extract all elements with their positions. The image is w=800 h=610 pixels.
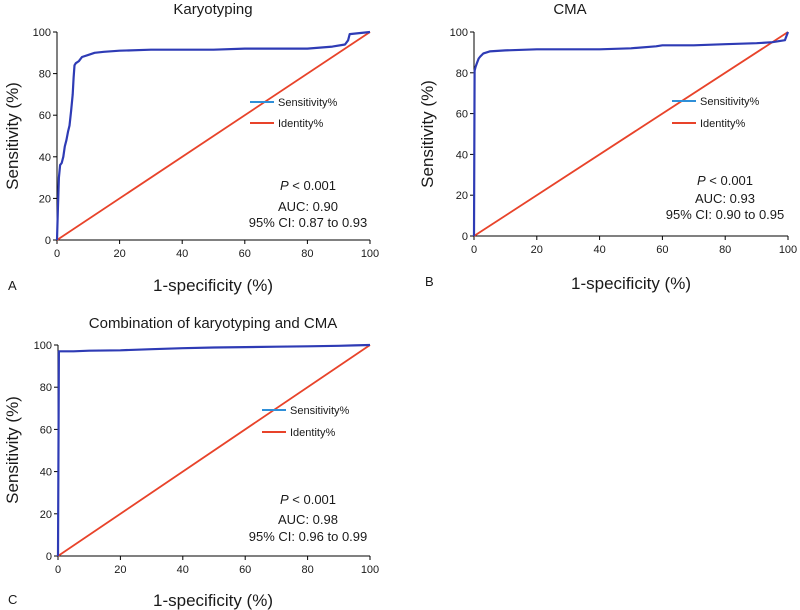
panel-letter: B	[425, 274, 434, 289]
chart-title: Karyotyping	[173, 1, 252, 18]
y-tick-label: 80	[456, 68, 468, 80]
x-tick-label: 20	[531, 244, 543, 256]
x-tick-label: 100	[779, 244, 797, 256]
x-tick-label: 40	[176, 248, 188, 260]
y-axis-label: Sensitivity (%)	[418, 80, 437, 188]
x-tick-label: 40	[177, 564, 189, 576]
legend-label: Identity%	[290, 427, 335, 439]
x-axis-label: 1-specificity (%)	[153, 591, 273, 610]
y-tick-label: 20	[39, 193, 51, 205]
auc-text: AUC: 0.90	[278, 199, 338, 214]
legend-label: Identity%	[278, 118, 323, 130]
p-value-text: P < 0.001	[280, 492, 336, 507]
ci-text: 95% CI: 0.87 to 0.93	[249, 215, 368, 230]
chart-panel-a: Karyotyping A 0 20 40 60 80 100 0 20 40 60 80 100 1-sp…	[3, 1, 379, 295]
x-tick-label: 0	[55, 564, 61, 576]
panel-letter: C	[8, 592, 17, 607]
x-tick-label: 20	[114, 564, 126, 576]
p-symbol: P	[280, 492, 289, 507]
y-tick-label: 40	[39, 152, 51, 164]
x-tick-label: 80	[301, 248, 313, 260]
x-tick-label: 80	[719, 244, 731, 256]
y-axis-label: Sensitivity (%)	[3, 396, 22, 504]
y-tick-label: 100	[33, 27, 51, 39]
p-value-text: P < 0.001	[280, 178, 336, 193]
chart-panel-c: Combination of karyotyping and CMA C 0 20 40…	[3, 315, 379, 610]
y-axis-label: Sensitivity (%)	[3, 82, 22, 190]
x-tick-label: 60	[239, 564, 251, 576]
identity-line	[57, 344, 371, 557]
chart-panel-b: CMA B 0 20 40 60 80 100 0 20 40 60 80 100 1-specificit…	[418, 1, 797, 293]
y-tick-label: 60	[40, 424, 52, 436]
sensitivity-roc-curve	[56, 343, 371, 557]
identity-line	[56, 31, 371, 241]
x-tick-label: 0	[54, 248, 60, 260]
y-tick-label: 60	[456, 109, 468, 121]
legend-label: Sensitivity%	[290, 405, 350, 417]
legend-label: Sensitivity%	[700, 96, 760, 108]
y-tick-label: 0	[462, 231, 468, 243]
y-tick-label: 40	[40, 467, 52, 479]
p-value: < 0.001	[706, 173, 753, 188]
sensitivity-roc-curve	[472, 31, 790, 237]
x-axis-label: 1-specificity (%)	[153, 276, 273, 295]
auc-text: AUC: 0.98	[278, 512, 338, 527]
p-symbol: P	[697, 173, 706, 188]
chart-title: CMA	[553, 1, 586, 18]
auc-text: AUC: 0.93	[695, 191, 755, 206]
y-tick-label: 0	[45, 235, 51, 247]
y-tick-label: 100	[34, 340, 52, 352]
x-tick-label: 100	[361, 248, 379, 260]
p-value: < 0.001	[289, 492, 336, 507]
chart-title: Combination of karyotyping and CMA	[89, 315, 337, 332]
p-value: < 0.001	[289, 178, 336, 193]
sensitivity-roc-curve	[55, 30, 371, 241]
x-tick-label: 0	[471, 244, 477, 256]
x-tick-label: 100	[361, 564, 379, 576]
x-tick-label: 60	[656, 244, 668, 256]
y-tick-label: 100	[450, 27, 468, 39]
x-tick-label: 20	[113, 248, 125, 260]
legend-label: Sensitivity%	[278, 97, 338, 109]
x-tick-label: 40	[593, 244, 605, 256]
identity-line	[473, 31, 789, 237]
panel-letter: A	[8, 278, 17, 293]
ci-text: 95% CI: 0.90 to 0.95	[666, 207, 785, 222]
ci-text: 95% CI: 0.96 to 0.99	[249, 529, 368, 544]
y-tick-label: 80	[39, 69, 51, 81]
x-tick-label: 60	[239, 248, 251, 260]
p-symbol: P	[280, 178, 289, 193]
y-tick-label: 20	[456, 190, 468, 202]
legend-label: Identity%	[700, 118, 745, 130]
p-value-text: P < 0.001	[697, 173, 753, 188]
y-tick-label: 20	[40, 509, 52, 521]
y-tick-label: 80	[40, 382, 52, 394]
y-tick-label: 60	[39, 110, 51, 122]
y-tick-label: 40	[456, 149, 468, 161]
x-axis-label: 1-specificity (%)	[571, 274, 691, 293]
x-tick-label: 80	[301, 564, 313, 576]
y-tick-label: 0	[46, 551, 52, 563]
